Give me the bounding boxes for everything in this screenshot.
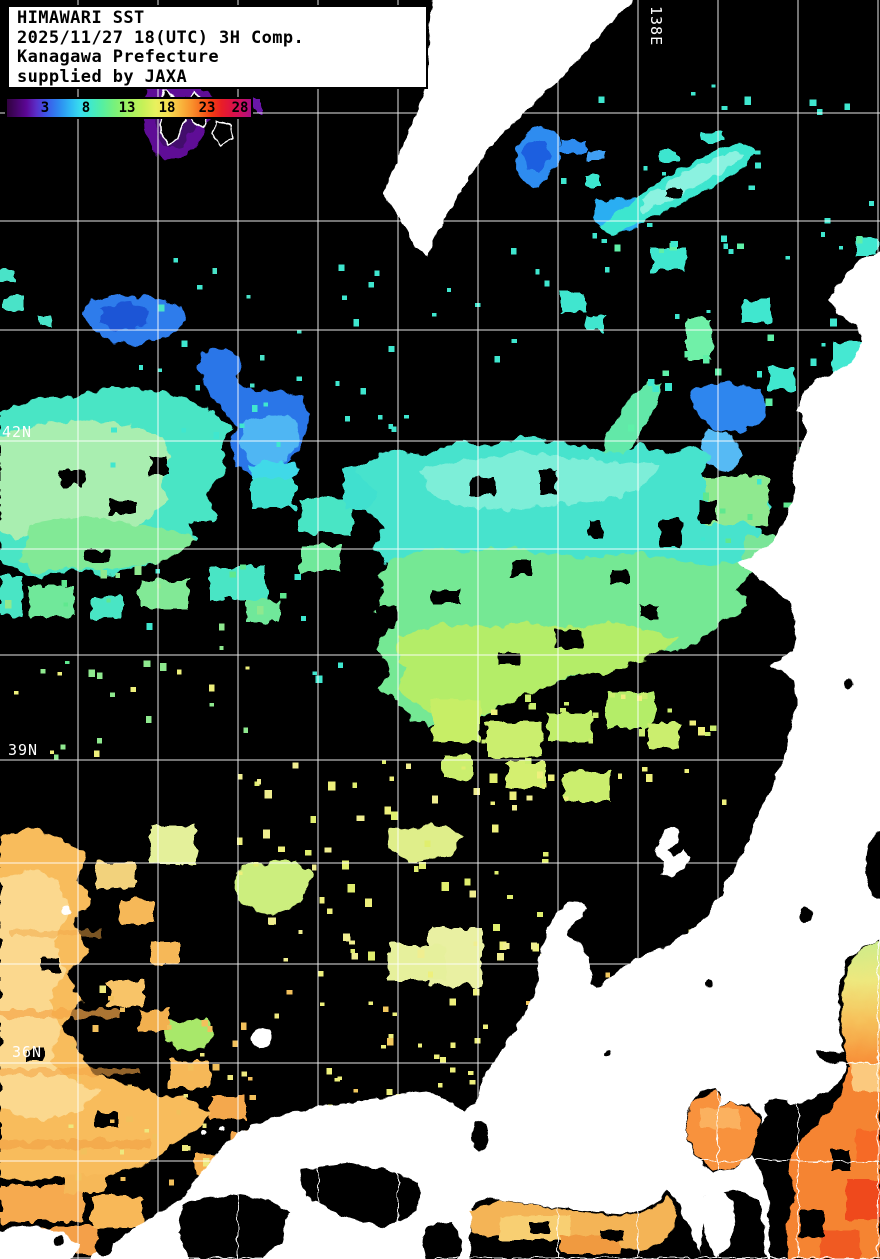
longitude-label-138e: 138E xyxy=(647,6,665,47)
product-title: HIMAWARI SST xyxy=(17,8,145,28)
central-green-mass xyxy=(356,292,784,802)
colorbar-tick-28: 28 xyxy=(231,100,249,116)
datetime-line: 2025/11/27 18(UTC) 3H Comp. xyxy=(17,27,305,48)
island-oki xyxy=(251,1028,273,1048)
latitude-label-39n: 39N xyxy=(8,741,39,759)
latitude-label-42n: 42N xyxy=(2,423,33,441)
latitude-label-36n: 36N xyxy=(12,1043,43,1061)
island-oshima xyxy=(746,1181,758,1193)
landmass-hokkaido xyxy=(383,0,633,255)
island-awaji xyxy=(285,1209,305,1237)
colorbar-tick-3: 3 xyxy=(40,100,50,116)
colorbar-tick-18: 18 xyxy=(158,100,176,116)
island-sado xyxy=(656,826,690,878)
region-line: Kanagawa Prefecture xyxy=(17,47,220,67)
island-ulleungdo xyxy=(61,906,71,916)
colorbar-tick-13: 13 xyxy=(118,100,136,116)
yellow-patches xyxy=(150,824,482,1050)
landmass-honshu xyxy=(91,252,880,1259)
temperature-colorbar: 3 8 13 18 23 28 xyxy=(5,97,253,119)
landmass-west-honshu-tip xyxy=(0,1226,80,1259)
colorbar-tick-23: 23 xyxy=(198,100,216,116)
colorbar-tick-8: 8 xyxy=(81,100,91,116)
supplier-line: supplied by JAXA xyxy=(17,66,188,87)
grid-over-seas xyxy=(170,930,880,1259)
title-box: HIMAWARI SST 2025/11/27 18(UTC) 3H Comp.… xyxy=(7,5,428,89)
